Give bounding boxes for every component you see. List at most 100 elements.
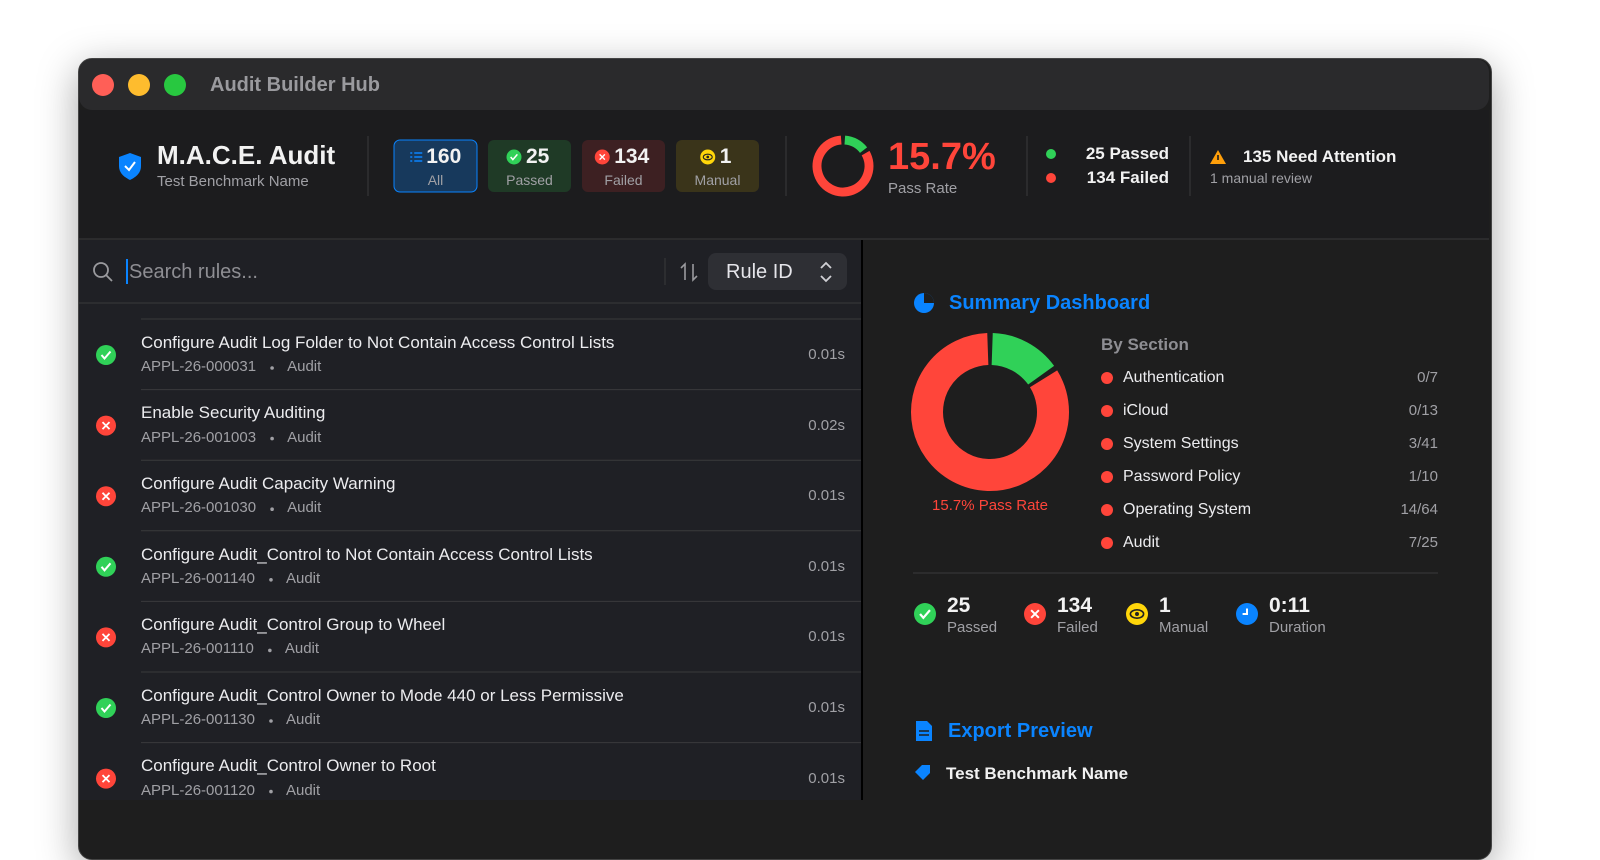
detail-pane	[863, 240, 1489, 800]
section-name: Password Policy	[1123, 468, 1241, 486]
bullet	[269, 789, 273, 794]
list-pane	[79, 240, 861, 800]
rule-title: Configure Audit_Control Owner to Mode 44…	[141, 685, 624, 705]
shield-check	[124, 161, 136, 172]
section-score: 3/41	[1408, 435, 1438, 452]
export-name: Test Benchmark Name	[946, 763, 1129, 783]
search-input[interactable]: Search rules...	[129, 261, 258, 283]
app-subtitle: Test Benchmark Name	[157, 173, 309, 190]
content: Audit Builder Hub M.A.C.E. Audit Test Benc…	[79, 59, 1489, 800]
rule-title: Configure Audit_Control to Not Contain A…	[141, 544, 593, 564]
x-mark	[101, 633, 111, 642]
summary-pass-arc	[990, 333, 1055, 386]
summary-pass-rate: 15.7% Pass Rate	[932, 497, 1048, 514]
rule-row[interactable]	[79, 320, 861, 389]
x-mark	[1030, 609, 1040, 619]
passed-icon	[506, 149, 522, 165]
fail-arc	[812, 135, 874, 197]
pass-rate: 15.7%	[888, 136, 996, 179]
sort-picker[interactable]	[708, 253, 847, 290]
rule-duration: 0.01s	[808, 628, 845, 646]
summary-title: Summary Dashboard	[949, 292, 1151, 314]
section-score: 7/25	[1408, 534, 1438, 551]
x-mark	[599, 153, 606, 161]
rule-duration: 0.01s	[808, 487, 845, 505]
rule-section: Audit	[287, 499, 322, 517]
bullet	[270, 507, 274, 512]
section-name: iCloud	[1123, 402, 1169, 420]
sort-value: Rule ID	[726, 261, 793, 283]
list-icon	[410, 152, 423, 162]
attention-subtitle: 1 manual review	[1210, 169, 1312, 186]
rule-section: Audit	[285, 711, 321, 728]
rule-duration: 0.02s	[808, 416, 845, 434]
bullet	[270, 366, 274, 370]
attention-title: 135 Need Attention	[1243, 146, 1397, 166]
x-mark	[101, 774, 111, 783]
section-score: 0/13	[1408, 402, 1438, 419]
document-lines	[919, 730, 929, 736]
stat-value: 1	[1159, 594, 1171, 618]
stat-label: Duration	[1269, 619, 1326, 636]
filter-chip[interactable]	[676, 140, 759, 192]
section-dot	[1101, 537, 1113, 549]
section-dot	[1101, 405, 1113, 417]
filter-count: 160	[426, 145, 462, 169]
rule-id: APPL-26-001140	[141, 569, 255, 587]
stat-value: 134	[1057, 594, 1093, 618]
check-mark	[100, 703, 112, 714]
shield-icon	[119, 153, 141, 180]
stat-label: Failed	[1057, 619, 1098, 636]
stat-value: 25	[947, 594, 971, 618]
section-name: System Settings	[1123, 435, 1239, 453]
rule-row[interactable]	[79, 602, 861, 671]
search-handle	[105, 274, 113, 282]
title-bar	[79, 59, 1489, 110]
eye	[702, 153, 713, 161]
section-name: Audit	[1123, 534, 1160, 552]
stat-value: 0:11	[1269, 594, 1310, 618]
zoom-button[interactable]	[164, 74, 186, 96]
bullet	[270, 436, 274, 441]
close-button[interactable]	[92, 74, 114, 96]
window-title: Audit Builder Hub	[210, 74, 380, 96]
rule-section: Audit	[287, 428, 322, 446]
check-mark	[100, 562, 112, 572]
pupil	[1135, 612, 1139, 616]
rule-title: Configure Audit Capacity Warning	[141, 474, 396, 493]
rule-id: APPL-26-000031	[141, 358, 257, 375]
stat-label: Passed	[947, 619, 998, 636]
rule-section: Audit	[287, 358, 322, 375]
rule-duration: 0.01s	[808, 346, 845, 363]
rule-id: APPL-26-001110	[141, 640, 254, 658]
bullet	[269, 578, 273, 582]
rule-id: APPL-26-001003	[141, 428, 257, 446]
rule-section: Audit	[285, 569, 321, 587]
failed-dot	[1046, 173, 1056, 183]
rule-id: APPL-26-001030	[141, 499, 257, 517]
failed-summary: 134 Failed	[1086, 167, 1169, 187]
rule-row[interactable]	[79, 532, 861, 601]
export-title: Export Preview	[948, 720, 1093, 742]
section-dot	[1101, 438, 1113, 450]
passed-icon	[96, 556, 116, 577]
x-mark	[101, 492, 111, 501]
section-dot	[1101, 372, 1113, 384]
filter-label: Passed	[506, 171, 553, 188]
rule-row[interactable]	[79, 461, 861, 530]
rule-duration: 0.01s	[808, 699, 845, 716]
eye	[1129, 608, 1145, 620]
summary-fail-arc	[911, 333, 1069, 491]
sort-icon[interactable]	[680, 262, 698, 282]
section-score: 14/64	[1400, 501, 1438, 518]
tag-icon	[915, 765, 930, 780]
filter-label: Failed	[604, 171, 643, 188]
rule-row[interactable]	[79, 673, 861, 742]
passed-dot	[1046, 149, 1056, 159]
minimize-button[interactable]	[128, 74, 150, 96]
rule-duration: 0.01s	[808, 769, 845, 787]
app-title: M.A.C.E. Audit	[157, 140, 336, 171]
passed-summary: 25 Passed	[1085, 143, 1169, 163]
summary-icon-slice	[924, 293, 934, 303]
rule-row[interactable]	[79, 391, 861, 460]
